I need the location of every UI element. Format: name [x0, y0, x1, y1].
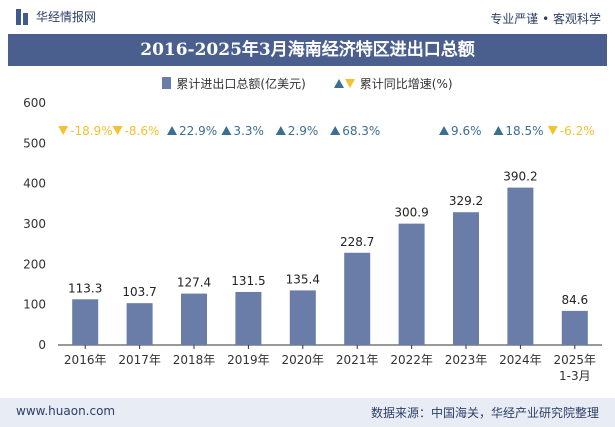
brand-logo-icon	[16, 8, 30, 25]
x-tick-label: 2025年 1-3月	[554, 353, 597, 383]
legend-item-total: 累计进出口总额(亿美元)	[162, 74, 306, 92]
y-tick-label: 0	[38, 338, 46, 352]
growth-label: -18.9%	[70, 124, 112, 138]
growth-down-icon	[112, 126, 123, 135]
brand[interactable]: 华经情报网	[16, 8, 96, 25]
growth-up-icon	[439, 126, 449, 135]
data-source: 数据来源：中国海关，华经产业研究院整理	[370, 406, 599, 420]
bar	[289, 290, 316, 345]
bar-chart: 0 100 200 300 400 500 600 113.3 2016年 -18.9% 103.7…	[23, 96, 602, 383]
growth-up-icon	[330, 126, 341, 135]
bar	[235, 291, 262, 345]
footer-bar: www.huaon.com 数据来源：中国海关，华经产业研究院整理	[0, 398, 615, 427]
bar-value-label: 84.6	[561, 293, 588, 307]
bar	[398, 223, 425, 345]
x-tick-label: 2021年	[336, 353, 379, 367]
bar-value-label: 300.9	[394, 206, 428, 220]
x-tick-label: 2024年	[499, 353, 542, 367]
bar	[126, 303, 153, 345]
y-tick-label: 300	[23, 217, 46, 231]
growth-label: 9.6%	[451, 124, 482, 138]
title-bar: 2016-2025年3月海南经济特区进出口总额	[8, 34, 607, 66]
chart-legend: 累计进出口总额(亿美元) 累计同比增速(%)	[0, 74, 615, 92]
website-link[interactable]: www.huaon.com	[16, 404, 116, 418]
growth-down-icon	[58, 126, 69, 135]
up-down-triangles-icon	[333, 78, 355, 88]
y-tick-label: 500	[23, 136, 46, 150]
growth-up-icon	[221, 126, 232, 135]
header-bar: 华经情报网 专业严谨 • 客观科学	[0, 0, 615, 34]
bar-value-label: 103.7	[122, 285, 156, 299]
growth-label: 18.5%	[505, 124, 543, 138]
bar	[72, 299, 99, 345]
bar-value-label: 228.7	[340, 235, 374, 249]
bar	[561, 310, 588, 345]
bar-value-label: 329.2	[449, 194, 483, 208]
x-tick-label: 2022年	[390, 353, 433, 367]
bar	[181, 293, 207, 345]
x-tick-label: 2016年	[64, 353, 107, 367]
y-tick-label: 200	[23, 257, 46, 271]
growth-label: 3.3%	[233, 124, 264, 138]
growth-label: -8.6%	[125, 124, 160, 138]
y-tick-label: 400	[23, 177, 46, 191]
legend-label-growth: 累计同比增速(%)	[359, 76, 453, 91]
bar	[344, 252, 371, 345]
x-tick-label: 2019年	[227, 353, 270, 367]
bar-value-label: 127.4	[177, 276, 211, 290]
x-tick-label: 2023年	[445, 353, 488, 367]
growth-up-icon	[275, 126, 286, 135]
x-tick-label: 2017年	[118, 353, 161, 367]
bar-value-label: 390.2	[503, 170, 537, 184]
y-tick-label: 100	[23, 298, 46, 312]
growth-label: 2.9%	[288, 124, 319, 138]
growth-down-icon	[547, 126, 558, 135]
growth-up-icon	[493, 126, 504, 135]
x-tick-label: 2020年	[282, 353, 325, 367]
bar-value-label: 113.3	[68, 281, 102, 295]
growth-label: 22.9%	[179, 124, 217, 138]
bar	[507, 187, 534, 345]
tagline: 专业严谨 • 客观科学	[490, 12, 601, 26]
growth-label: -6.2%	[560, 124, 595, 138]
growth-label: 68.3%	[342, 124, 380, 138]
y-tick-label: 600	[23, 96, 46, 110]
legend-item-growth: 累计同比增速(%)	[333, 74, 453, 92]
legend-label-total: 累计进出口总额(亿美元)	[176, 76, 306, 91]
bar-value-label: 135.4	[286, 272, 320, 286]
bar	[453, 212, 479, 345]
chart-title: 2016-2025年3月海南经济特区进出口总额	[140, 40, 475, 60]
x-tick-label: 2018年	[173, 353, 216, 367]
growth-up-icon	[167, 126, 177, 135]
brand-name: 华经情报网	[36, 10, 97, 24]
bar-value-label: 131.5	[231, 274, 265, 288]
bar-swatch-icon	[162, 77, 172, 89]
